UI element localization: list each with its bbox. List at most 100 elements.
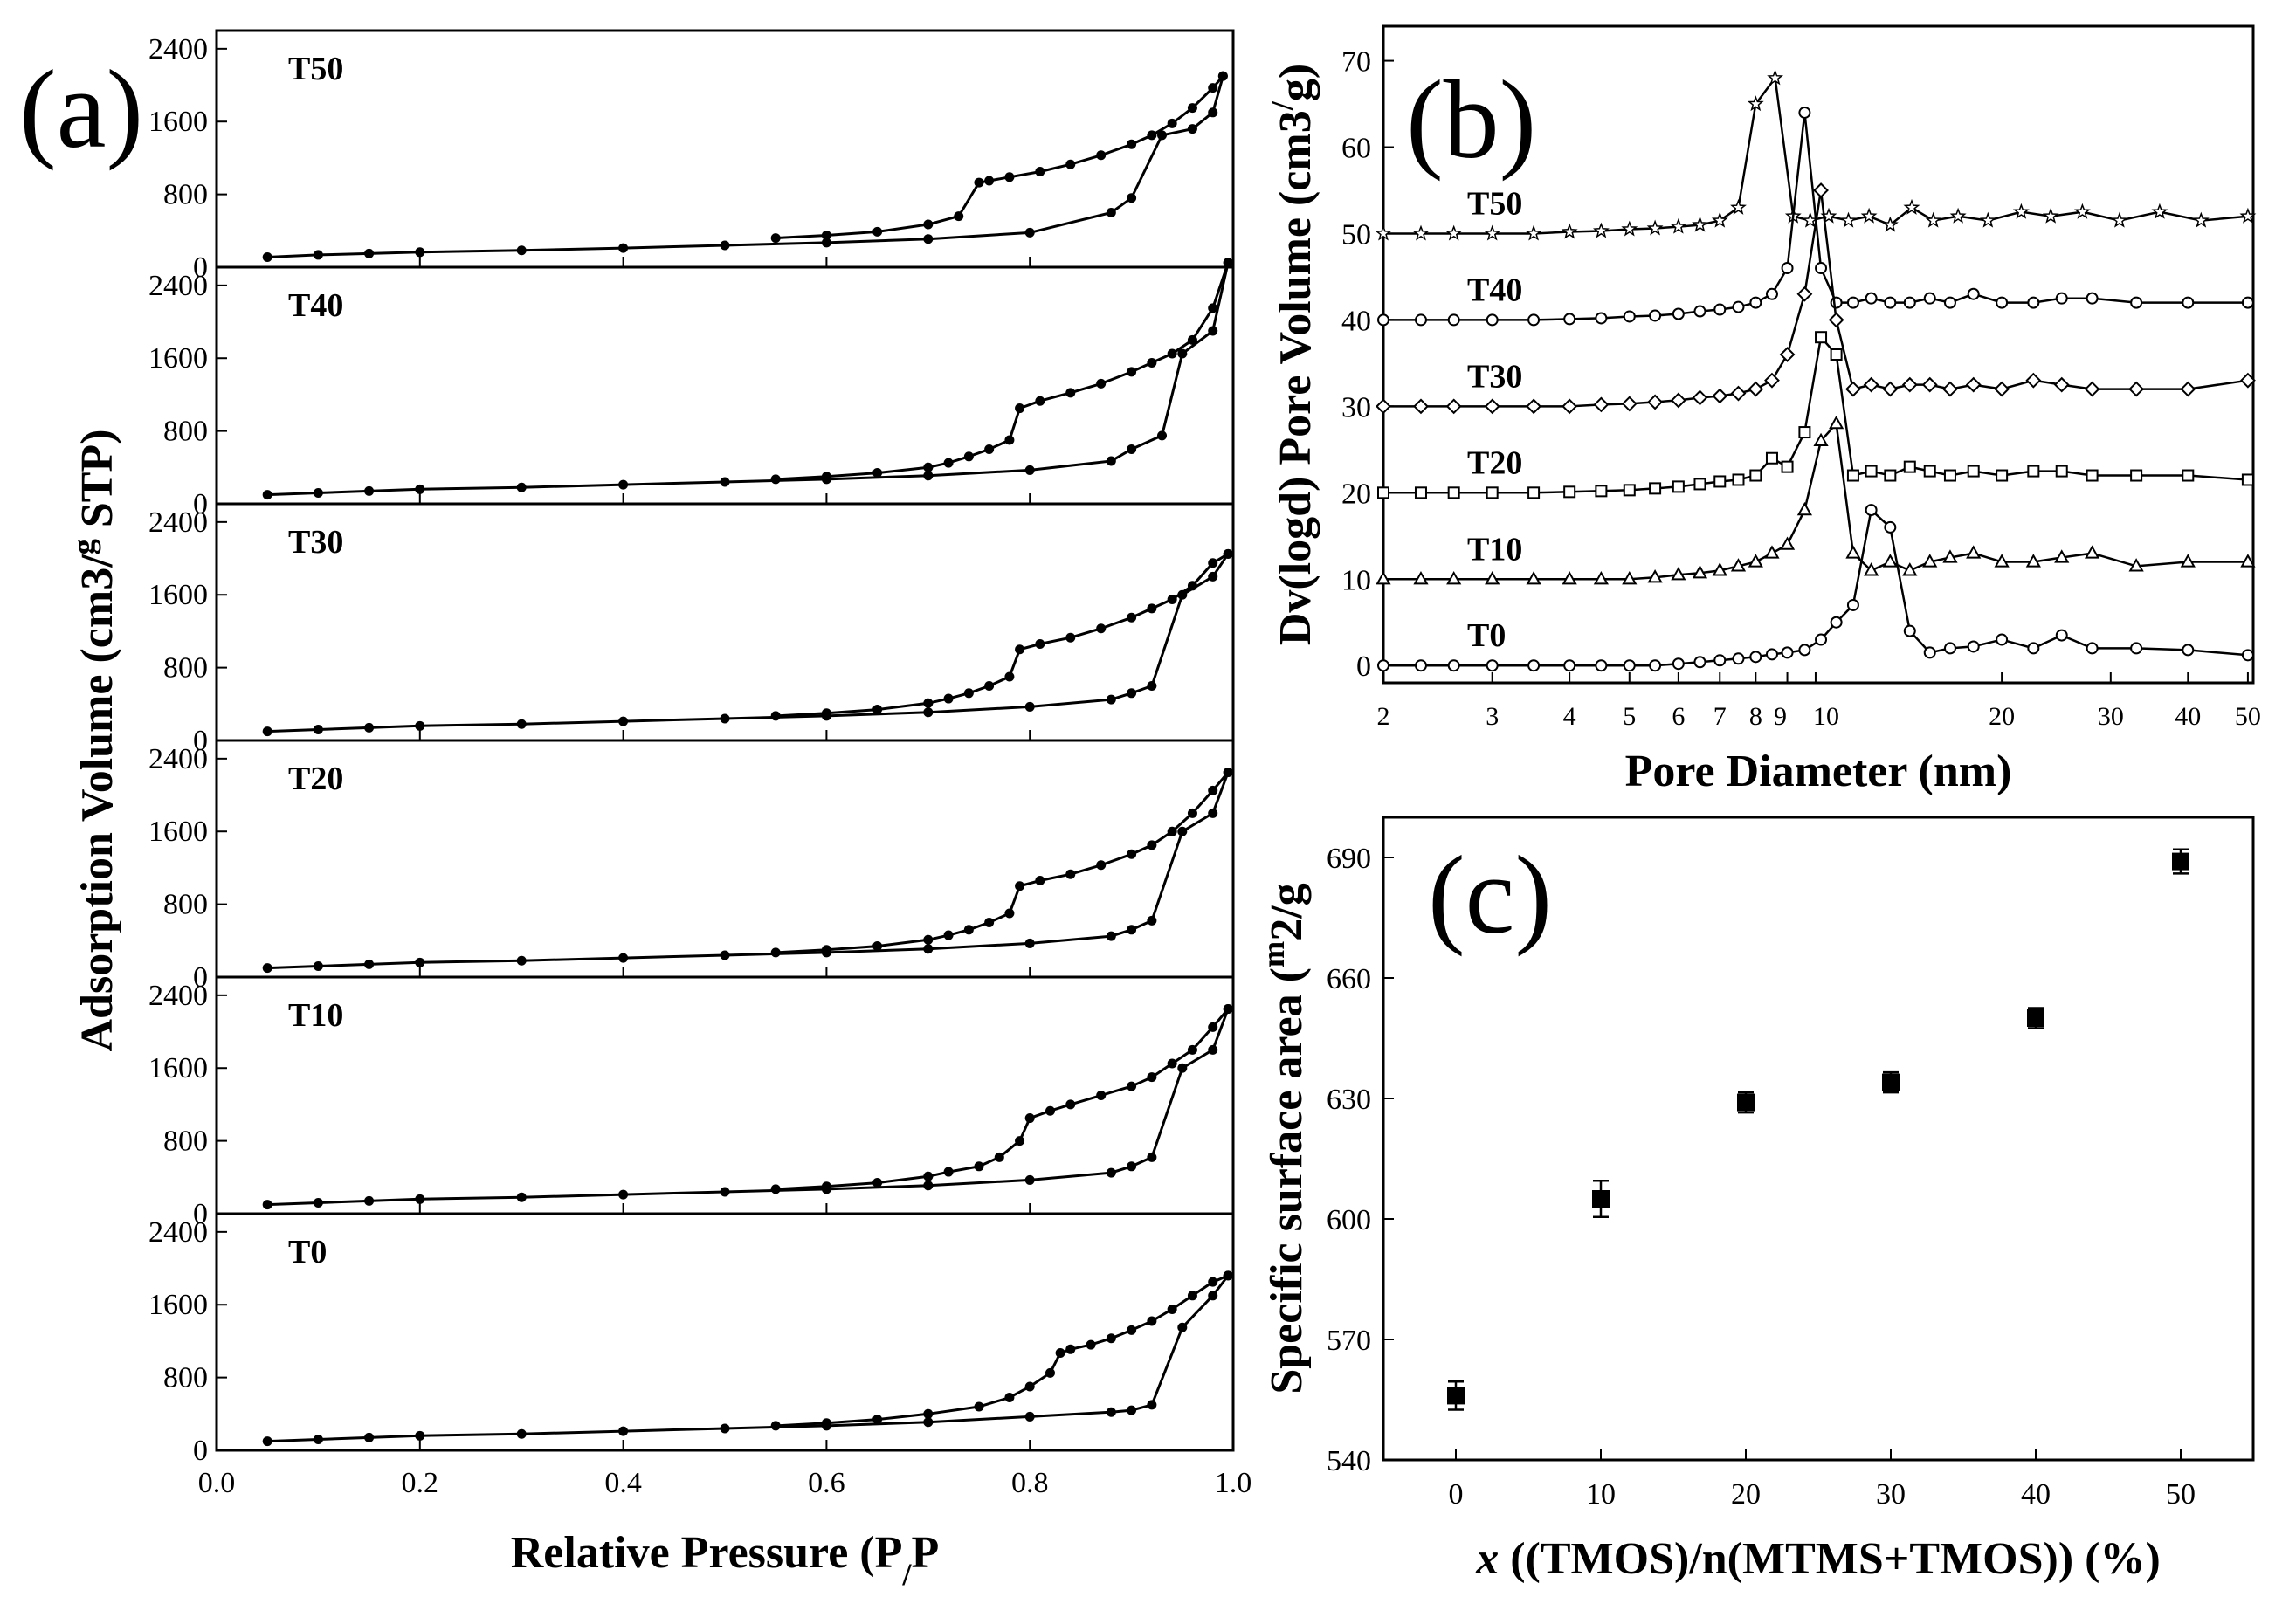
desorption-point <box>1015 1136 1025 1146</box>
series-label-T40: T40 <box>288 287 343 324</box>
adsorption-line <box>267 262 1230 497</box>
subplot-frame <box>215 739 1235 979</box>
x-tick-label: 9 <box>1774 702 1787 731</box>
subplot-frame <box>215 1212 1235 1452</box>
data-point <box>1693 656 1706 669</box>
y-tick-label: 1600 <box>148 816 208 848</box>
desorption-point <box>1147 840 1157 850</box>
data-point <box>1840 211 1858 228</box>
data-point <box>1813 182 1829 198</box>
desorption-point <box>1187 103 1197 114</box>
desorption-point <box>1096 1091 1107 1100</box>
data-point <box>2012 203 2030 219</box>
desorption-point <box>1187 1291 1197 1301</box>
data-point <box>1830 348 1843 361</box>
data-point <box>1646 219 1664 236</box>
desorption-point <box>1147 603 1157 614</box>
data-point <box>1730 385 1747 402</box>
adsorption-point <box>1208 571 1218 582</box>
desorption-point <box>1106 1333 1116 1344</box>
data-point <box>2025 554 2041 568</box>
data-point <box>1486 659 1499 672</box>
data-point <box>1595 485 1608 498</box>
data-point <box>1781 262 1794 275</box>
desorption-line <box>776 771 1230 954</box>
data-point <box>2241 649 2254 662</box>
x-axis-label: Relative Pressure (P/P <box>511 1528 940 1592</box>
data-point <box>1670 217 1687 234</box>
desorption-point <box>994 1152 1004 1162</box>
y-tick-label: 800 <box>163 1362 208 1394</box>
adsorption-point <box>618 1426 629 1436</box>
x-tick-label: 20 <box>1731 1478 1761 1511</box>
adsorption-point <box>720 1187 730 1197</box>
x-tick-label: 1.0 <box>1215 1467 1252 1499</box>
desorption-point <box>974 1401 984 1412</box>
x-tick-label: 0.8 <box>1011 1467 1049 1499</box>
series-label-T0: T0 <box>288 1234 327 1270</box>
data-point <box>1486 486 1499 499</box>
panel-c-surface-area: 540 570 600 630 660 690 0 10 20 30 40 50x ((TMOS)/n… <box>1256 816 2255 1584</box>
desorption-point <box>770 1421 781 1431</box>
adsorption-point <box>618 479 629 490</box>
adsorption-point <box>516 719 527 729</box>
data-point <box>1830 296 1843 309</box>
desorption-point <box>974 177 984 188</box>
adsorption-point <box>1127 1405 1137 1415</box>
desorption-point <box>1167 826 1177 836</box>
data-point <box>1815 633 1828 646</box>
data-point <box>2086 292 2099 305</box>
x-tick-label: 0.2 <box>402 1467 439 1499</box>
data-point <box>1412 224 1430 241</box>
data-point <box>1865 465 1878 478</box>
y-tick-label: 630 <box>1327 1084 1371 1116</box>
y-tick-label: 10 <box>1341 564 1371 596</box>
y-tick-label: 30 <box>1341 391 1371 423</box>
data-point <box>1527 486 1541 499</box>
data-point <box>1623 310 1636 323</box>
desorption-point <box>954 211 964 222</box>
desorption-point <box>1187 581 1197 591</box>
desorption-point <box>1147 1316 1157 1326</box>
data-point <box>1647 569 1663 583</box>
desorption-point <box>1004 908 1015 919</box>
data-point <box>1445 398 1462 415</box>
adsorption-point <box>364 1432 375 1442</box>
y-tick-label: 1600 <box>148 342 208 375</box>
data-point <box>1672 657 1685 671</box>
adsorption-point <box>720 1423 730 1434</box>
panel-letter-b: (b) <box>1406 58 1536 182</box>
data-point <box>1966 545 1982 559</box>
desorption-point <box>984 917 995 927</box>
adsorption-point <box>1177 1322 1188 1332</box>
adsorption-point <box>1147 680 1157 691</box>
adsorption-point <box>313 960 323 971</box>
adsorption-point <box>516 1192 527 1202</box>
data-point <box>1730 558 1747 572</box>
subplot-T10: 0 800 1600 2400 T10 <box>148 975 1235 1230</box>
desorption-point <box>1035 167 1045 177</box>
data-point <box>1414 313 1427 327</box>
series-T30: T30 <box>1376 182 2256 415</box>
x-tick-label: 4 <box>1563 702 1576 731</box>
desorption-point <box>943 693 954 704</box>
y-tick-label: 60 <box>1341 133 1371 165</box>
desorption-point <box>1127 849 1137 859</box>
desorption-point <box>821 231 831 241</box>
data-point <box>1923 465 1936 478</box>
desorption-point <box>1167 1304 1177 1314</box>
data-point <box>1748 381 1764 397</box>
adsorption-point <box>1106 456 1116 466</box>
adsorption-point <box>1024 938 1035 948</box>
data-point <box>1593 571 1609 585</box>
data-point <box>1527 313 1541 327</box>
desorption-point <box>872 1178 883 1188</box>
series-label-T0: T0 <box>1467 617 1506 654</box>
data-point <box>1692 389 1708 406</box>
data-point <box>1561 223 1578 239</box>
data-point <box>2055 465 2068 478</box>
data-point <box>2086 642 2099 655</box>
data-point <box>1484 398 1500 415</box>
desorption-line <box>776 262 1230 481</box>
desorption-point <box>1217 71 1228 81</box>
